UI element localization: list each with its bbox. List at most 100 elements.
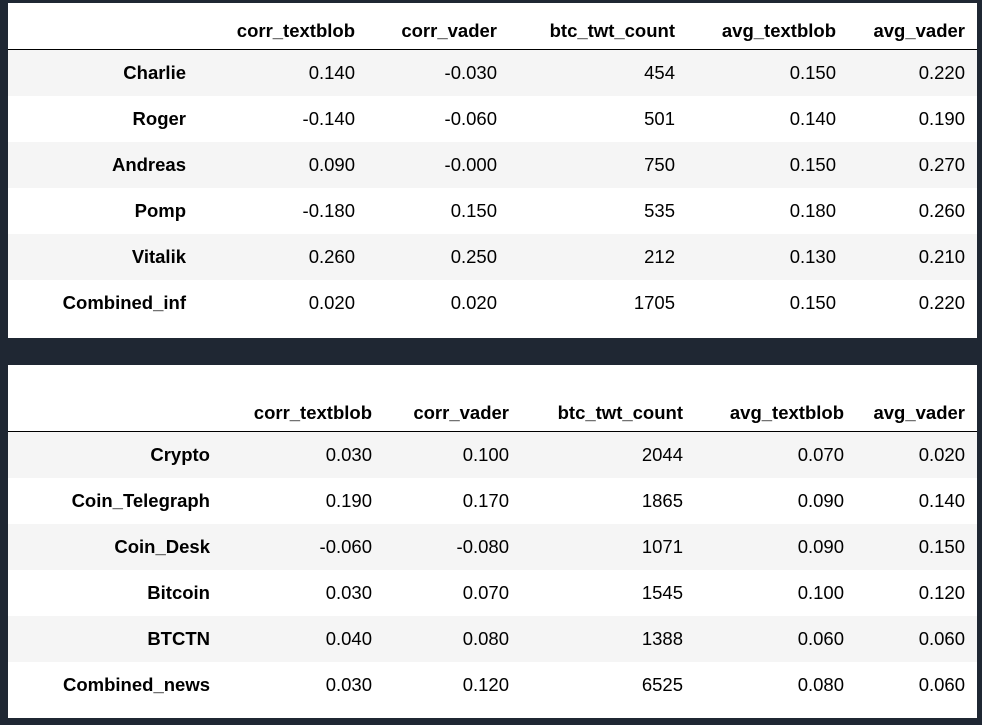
cell-corr-textblob: 0.190 <box>325 490 372 511</box>
cell-btc-twt-count: 212 <box>644 246 675 267</box>
table-row: Andreas 0.090 -0.000 750 0.150 0.270 <box>8 142 977 188</box>
row-label: Bitcoin <box>147 582 210 603</box>
column-header-corr-vader: corr_vader <box>372 395 509 432</box>
cell-btc-twt-count: 1705 <box>633 292 675 313</box>
table-header-row: corr_textblob corr_vader btc_twt_count a… <box>8 13 977 50</box>
cell-corr-vader: 0.100 <box>462 444 509 465</box>
cell-avg-textblob: 0.150 <box>789 154 836 175</box>
table-row: Coin_Desk -0.060 -0.080 1071 0.090 0.150 <box>8 524 977 570</box>
cell-avg-vader: 0.220 <box>918 62 965 83</box>
cell-avg-textblob: 0.130 <box>789 246 836 267</box>
table-row: Vitalik 0.260 0.250 212 0.130 0.210 <box>8 234 977 280</box>
table-row: Combined_news 0.030 0.120 6525 0.080 0.0… <box>8 662 977 708</box>
cell-avg-textblob: 0.100 <box>797 582 844 603</box>
cell-avg-vader: 0.060 <box>918 628 965 649</box>
cell-corr-vader: -0.000 <box>444 154 497 175</box>
column-header-btc-twt-count: btc_twt_count <box>509 395 683 432</box>
news-sentiment-table: corr_textblob corr_vader btc_twt_count a… <box>8 395 977 708</box>
cell-avg-vader: 0.220 <box>918 292 965 313</box>
table-row: Roger -0.140 -0.060 501 0.140 0.190 <box>8 96 977 142</box>
table-row: Coin_Telegraph 0.190 0.170 1865 0.090 0.… <box>8 478 977 524</box>
cell-corr-textblob: 0.040 <box>325 628 372 649</box>
column-header-corr-vader: corr_vader <box>355 13 497 50</box>
cell-btc-twt-count: 1865 <box>641 490 683 511</box>
cell-corr-textblob: 0.020 <box>308 292 355 313</box>
table-row: Charlie 0.140 -0.030 454 0.150 0.220 <box>8 49 977 96</box>
cell-corr-vader: 0.080 <box>462 628 509 649</box>
column-header-avg-textblob: avg_textblob <box>675 13 836 50</box>
cell-avg-textblob: 0.150 <box>789 292 836 313</box>
row-label: Andreas <box>111 154 186 175</box>
cell-avg-vader: 0.140 <box>918 490 965 511</box>
column-header-avg-textblob: avg_textblob <box>683 395 844 432</box>
cell-btc-twt-count: 2044 <box>641 444 683 465</box>
cell-corr-textblob: 0.090 <box>308 154 355 175</box>
cell-corr-textblob: -0.180 <box>302 200 355 221</box>
dataframe-output-news: corr_textblob corr_vader btc_twt_count a… <box>8 365 977 718</box>
row-label: BTCTN <box>147 628 210 649</box>
cell-btc-twt-count: 454 <box>644 62 675 83</box>
cell-corr-textblob: -0.140 <box>302 108 355 129</box>
row-label: Roger <box>132 108 186 129</box>
cell-corr-vader: 0.070 <box>462 582 509 603</box>
cell-avg-vader: 0.150 <box>918 536 965 557</box>
table-row: Bitcoin 0.030 0.070 1545 0.100 0.120 <box>8 570 977 616</box>
column-header-corr-textblob: corr_textblob <box>210 395 372 432</box>
cell-corr-textblob: 0.260 <box>308 246 355 267</box>
cell-btc-twt-count: 535 <box>644 200 675 221</box>
cell-btc-twt-count: 6525 <box>641 674 683 695</box>
cell-corr-textblob: -0.060 <box>319 536 372 557</box>
cell-corr-textblob: 0.030 <box>325 582 372 603</box>
index-header <box>8 13 186 50</box>
cell-avg-textblob: 0.140 <box>789 108 836 129</box>
cell-btc-twt-count: 750 <box>644 154 675 175</box>
cell-btc-twt-count: 501 <box>644 108 675 129</box>
row-label: Charlie <box>123 62 186 83</box>
cell-avg-vader: 0.120 <box>918 582 965 603</box>
column-header-avg-vader: avg_vader <box>836 13 977 50</box>
cell-avg-textblob: 0.060 <box>797 628 844 649</box>
cell-corr-vader: -0.080 <box>456 536 509 557</box>
cell-corr-textblob: 0.030 <box>325 444 372 465</box>
column-header-corr-textblob: corr_textblob <box>186 13 355 50</box>
cell-btc-twt-count: 1388 <box>641 628 683 649</box>
cell-corr-textblob: 0.140 <box>308 62 355 83</box>
cell-avg-vader: 0.060 <box>918 674 965 695</box>
cell-avg-textblob: 0.080 <box>797 674 844 695</box>
cell-avg-vader: 0.210 <box>918 246 965 267</box>
cell-avg-textblob: 0.070 <box>797 444 844 465</box>
column-header-avg-vader: avg_vader <box>844 395 977 432</box>
cell-avg-textblob: 0.150 <box>789 62 836 83</box>
row-label: Crypto <box>150 444 210 465</box>
influencer-sentiment-table: corr_textblob corr_vader btc_twt_count a… <box>8 13 977 326</box>
row-label: Vitalik <box>131 246 186 267</box>
cell-corr-vader: -0.030 <box>444 62 497 83</box>
cell-corr-vader: 0.150 <box>450 200 497 221</box>
table-row: Combined_inf 0.020 0.020 1705 0.150 0.22… <box>8 280 977 326</box>
cell-corr-vader: 0.020 <box>450 292 497 313</box>
row-label: Coin_Telegraph <box>71 490 210 511</box>
cell-corr-vader: -0.060 <box>444 108 497 129</box>
cell-avg-vader: 0.270 <box>918 154 965 175</box>
row-label: Combined_news <box>63 674 210 695</box>
cell-corr-vader: 0.250 <box>450 246 497 267</box>
table-row: BTCTN 0.040 0.080 1388 0.060 0.060 <box>8 616 977 662</box>
column-header-btc-twt-count: btc_twt_count <box>497 13 675 50</box>
cell-corr-vader: 0.170 <box>462 490 509 511</box>
cell-btc-twt-count: 1071 <box>641 536 683 557</box>
cell-avg-textblob: 0.090 <box>797 536 844 557</box>
cell-corr-vader: 0.120 <box>462 674 509 695</box>
cell-avg-vader: 0.260 <box>918 200 965 221</box>
table-row: Crypto 0.030 0.100 2044 0.070 0.020 <box>8 431 977 478</box>
row-label: Coin_Desk <box>114 536 210 557</box>
row-label: Combined_inf <box>62 292 186 313</box>
dataframe-output-influencers: corr_textblob corr_vader btc_twt_count a… <box>8 3 977 338</box>
table-row: Pomp -0.180 0.150 535 0.180 0.260 <box>8 188 977 234</box>
cell-avg-textblob: 0.180 <box>789 200 836 221</box>
index-header <box>8 395 210 432</box>
cell-avg-vader: 0.190 <box>918 108 965 129</box>
row-label: Pomp <box>134 200 186 221</box>
table-header-row: corr_textblob corr_vader btc_twt_count a… <box>8 395 977 432</box>
cell-corr-textblob: 0.030 <box>325 674 372 695</box>
cell-avg-vader: 0.020 <box>918 444 965 465</box>
